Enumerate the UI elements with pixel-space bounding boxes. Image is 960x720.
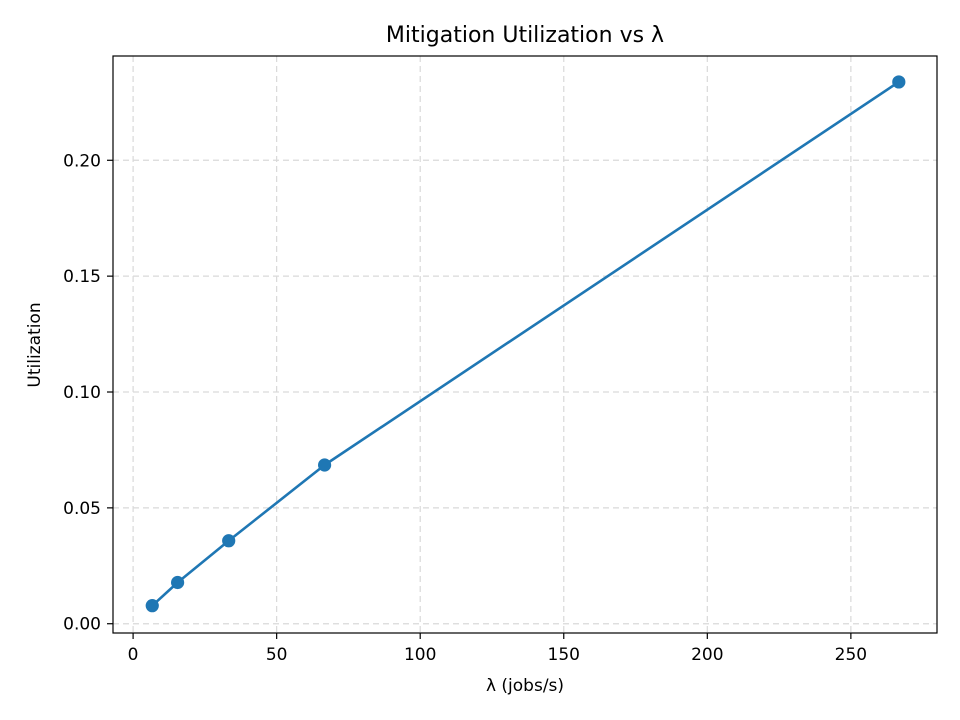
x-axis-label: λ (jobs/s) [486, 676, 564, 696]
data-point-marker [892, 75, 906, 89]
data-point-marker [222, 534, 236, 548]
y-tick-label: 0.00 [63, 615, 101, 635]
chart-title: Mitigation Utilization vs λ [386, 23, 664, 48]
y-axis-label: Utilization [25, 302, 45, 387]
grid [113, 56, 937, 633]
x-tick-label: 250 [835, 645, 867, 665]
data-point-marker [170, 575, 185, 590]
y-tick-label: 0.15 [63, 267, 101, 287]
data-point-marker [317, 458, 332, 472]
y-tick-label: 0.05 [63, 499, 101, 519]
x-tick-label: 150 [548, 645, 580, 665]
x-tick-label: 0 [128, 645, 139, 665]
data-point-marker [145, 599, 159, 613]
x-tick-label: 50 [266, 645, 288, 665]
x-tick-label: 100 [404, 645, 436, 665]
series-layer [145, 75, 906, 613]
axis-ticks: 0 50 100 150 200 250 0.00 0.05 0.10 0.15 0.20 [63, 151, 867, 665]
y-tick-label: 0.10 [63, 383, 101, 403]
y-tick-label: 0.20 [63, 151, 101, 171]
x-tick-label: 200 [691, 645, 723, 665]
plot-area-frame [112, 55, 938, 634]
